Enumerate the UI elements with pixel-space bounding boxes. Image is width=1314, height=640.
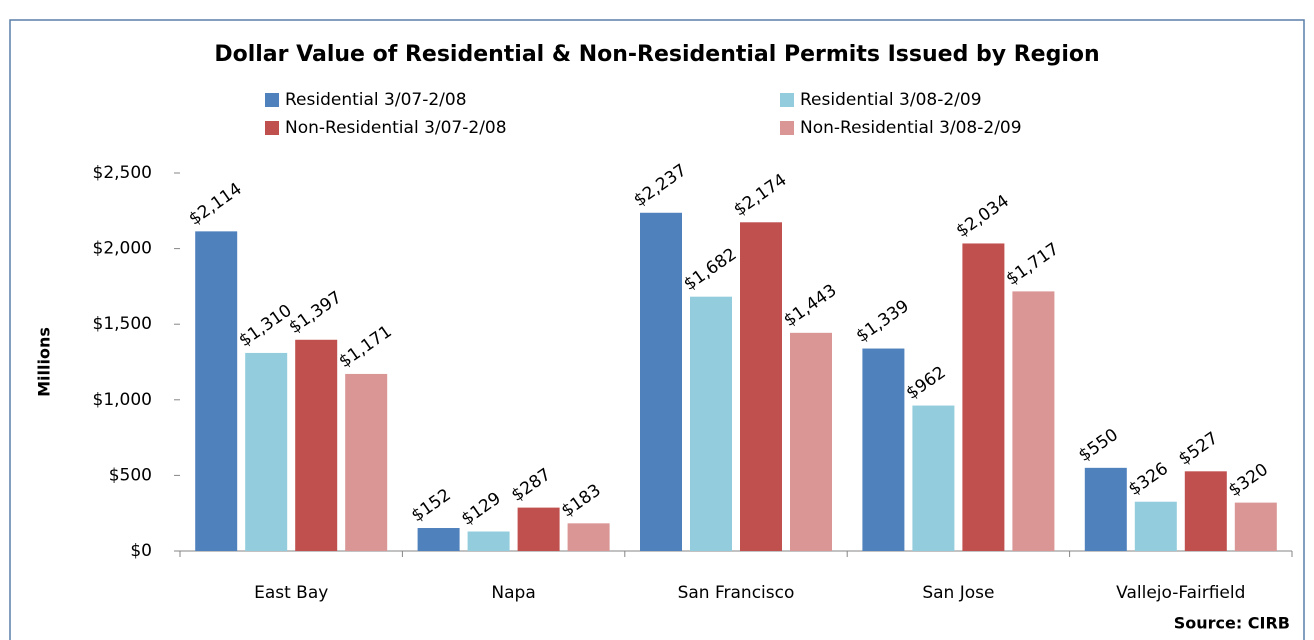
y-tick-label: $500 [109, 465, 152, 485]
x-tick-label: East Bay [254, 583, 328, 603]
y-axis-label: Millions [35, 327, 54, 397]
source: Source: CIRB [1174, 614, 1290, 633]
x-tick-label: San Jose [922, 583, 994, 603]
y-tick-label: $1,000 [93, 390, 152, 410]
bar [567, 523, 610, 551]
y-tick-label: $1,500 [93, 314, 152, 334]
y-tick-label: $2,500 [93, 163, 152, 183]
bar [195, 231, 238, 551]
bar [962, 243, 1005, 551]
bar [1084, 467, 1127, 551]
bar [245, 352, 288, 551]
bar [295, 339, 338, 551]
legend-label: Residential 3/08-2/09 [800, 90, 982, 110]
legend-swatch [265, 121, 279, 135]
bar [1234, 502, 1277, 551]
bar [740, 222, 782, 551]
x-tick-label: Vallejo-Fairfield [1116, 583, 1245, 603]
legend-swatch [265, 93, 279, 107]
chart-title: Dollar Value of Residential & Non-Reside… [214, 42, 1099, 67]
bar [417, 528, 460, 551]
bar [690, 296, 732, 551]
legend-swatch [780, 121, 794, 135]
bar [1012, 291, 1055, 551]
bar [517, 507, 560, 551]
bar [345, 373, 388, 551]
bar [912, 405, 955, 551]
bar [862, 348, 905, 551]
legend-swatch [780, 93, 794, 107]
legend-label: Non-Residential 3/07-2/08 [285, 118, 507, 138]
bar [790, 332, 832, 551]
x-tick-label: San Francisco [678, 583, 795, 603]
bar [640, 212, 682, 551]
bar [467, 531, 510, 551]
y-tick-label: $0 [130, 541, 152, 561]
legend-label: Residential 3/07-2/08 [285, 90, 467, 110]
bar [1134, 501, 1177, 551]
legend-label: Non-Residential 3/08-2/09 [800, 118, 1022, 138]
bar [1184, 471, 1227, 551]
x-tick-label: Napa [491, 583, 535, 603]
y-tick-label: $2,000 [93, 239, 152, 259]
